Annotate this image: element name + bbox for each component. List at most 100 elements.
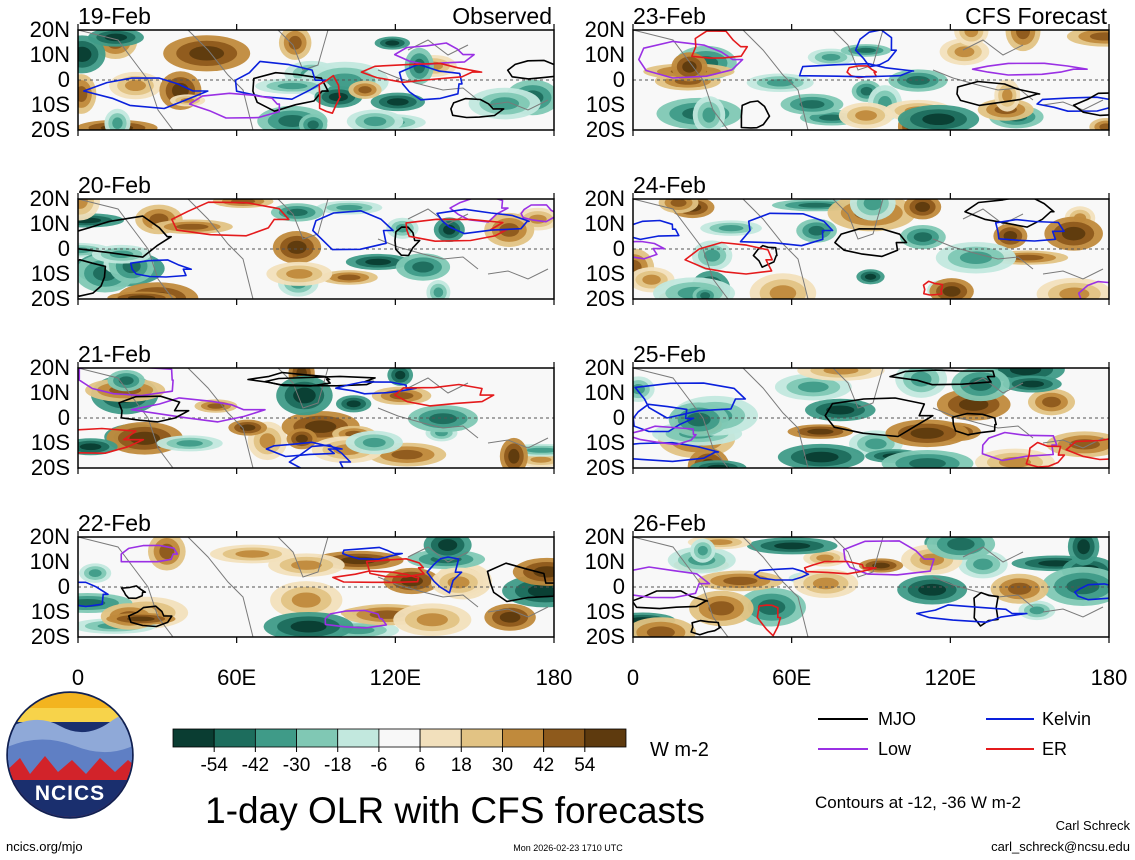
panel-23-Feb: 23-Feb CFS Forecast [632, 3, 1110, 136]
colorbar-segment [172, 728, 215, 748]
x-tick-label: 0 [627, 665, 639, 690]
coastline [1042, 606, 1104, 618]
x-tick-label: 180 [536, 665, 573, 690]
coastline [407, 377, 469, 394]
y-tick-label: 10N [585, 380, 625, 405]
contour [393, 383, 495, 407]
contour [633, 240, 665, 260]
olr-anomaly [180, 97, 195, 103]
colorbar-segment [502, 728, 545, 748]
olr-anomaly [682, 61, 697, 73]
olr-anomaly [307, 120, 319, 130]
contour [118, 395, 190, 423]
coastline [487, 437, 549, 449]
contour [633, 590, 709, 610]
olr-anomaly [718, 225, 744, 232]
contour [1065, 438, 1109, 461]
olr-anomaly [118, 376, 134, 385]
contour [956, 80, 1041, 107]
coastline [407, 546, 469, 563]
contour [633, 219, 680, 241]
y-tick-label: 10N [585, 42, 625, 67]
y-tick-label: 0 [58, 405, 70, 430]
olr-anomaly [807, 428, 834, 435]
y-tick-label: 20N [30, 186, 70, 211]
contour [739, 212, 834, 247]
olr-anomaly [821, 53, 841, 61]
legend-label-kelvin: Kelvin [1042, 709, 1091, 729]
y-tick-label: 20S [31, 624, 70, 649]
coastline [832, 30, 884, 71]
y-tick-label: 10N [585, 549, 625, 574]
y-tick-label: 20S [31, 455, 70, 480]
y-tick-label: 10N [30, 211, 70, 236]
olr-anomaly [1016, 30, 1030, 40]
olr-anomaly [112, 117, 123, 129]
olr-anomaly [124, 80, 146, 92]
contour [824, 397, 934, 438]
olr-anomaly [346, 400, 361, 408]
olr-anomaly [391, 449, 423, 460]
contour [127, 605, 173, 628]
colorbar-label: 6 [415, 755, 426, 776]
coastline [832, 537, 884, 578]
olr-anomaly [295, 434, 308, 443]
olr-anomaly [700, 292, 711, 299]
olr-anomaly [291, 592, 321, 608]
contour [247, 371, 331, 387]
y-tick-label: 0 [58, 574, 70, 599]
olr-anomaly [78, 199, 88, 209]
olr-anomaly [79, 443, 102, 451]
contour [312, 210, 394, 251]
contour [798, 62, 915, 78]
contour [78, 258, 107, 297]
olr-anomaly [288, 35, 302, 50]
panel-frame [632, 198, 1110, 300]
coastline [1042, 268, 1104, 280]
olr-anomaly [429, 413, 458, 425]
contour [506, 59, 554, 80]
coastline [187, 368, 254, 468]
y-tick-label: 10N [585, 211, 625, 236]
olr-anomaly [127, 616, 155, 622]
olr-anomaly [947, 537, 975, 551]
colorbar-segment [419, 728, 462, 748]
contour [394, 226, 421, 257]
contour [1036, 96, 1109, 112]
olr-anomaly [207, 403, 225, 409]
y-tick-label: 20N [585, 186, 625, 211]
coastline [78, 199, 174, 299]
coastline [377, 407, 479, 439]
olr-anomaly [723, 576, 758, 586]
contour [426, 556, 463, 594]
olr-anomaly [527, 584, 554, 598]
panel-date: 19-Feb [78, 3, 151, 29]
contour [638, 40, 744, 79]
olr-anomaly [526, 447, 554, 453]
olr-anomaly [855, 110, 877, 121]
coastline [78, 537, 174, 637]
units-label: W m-2 [650, 739, 709, 761]
olr-anomaly [286, 269, 313, 279]
olr-anomaly [287, 240, 307, 254]
olr-anomaly [1029, 606, 1045, 615]
coastline [277, 199, 329, 240]
contour [994, 218, 1065, 242]
olr-anomaly [864, 273, 877, 280]
contour [318, 74, 341, 114]
y-tick-label: 10S [31, 92, 70, 117]
panel-date: 21-Feb [78, 341, 151, 367]
contour [843, 540, 935, 576]
y-tick-label: 20S [586, 286, 625, 311]
coastline [832, 368, 884, 409]
olr-anomaly [706, 539, 733, 546]
y-tick-label: 20N [585, 17, 625, 42]
contour [633, 403, 695, 433]
colorbar-segment [254, 728, 297, 748]
panels-layer: 19-Feb Observed 20-Feb 21-Feb 22-Feb 23-Feb CF… [77, 3, 1110, 643]
coastline [962, 546, 1024, 563]
panel-24-Feb: 24-Feb [632, 172, 1110, 305]
contour [964, 199, 1055, 228]
colorbar-segment [296, 728, 339, 748]
olr-anomaly [922, 113, 955, 126]
